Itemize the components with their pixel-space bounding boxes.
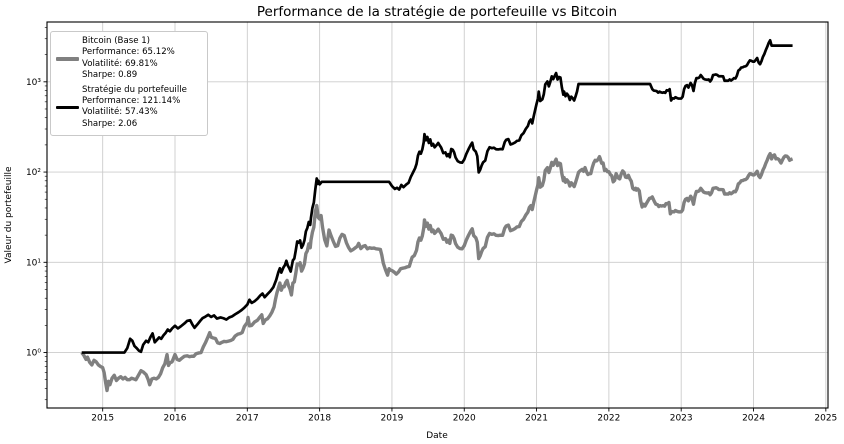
x-tick-label: 2024 [742, 414, 765, 424]
legend-bitcoin-volatility: Volatilité: 69.81% [82, 58, 158, 69]
x-tick-label: 2021 [525, 414, 548, 424]
legend-entry-bitcoin: Bitcoin (Base 1) Performance: 65.12% Vol… [56, 36, 202, 82]
legend-strategie-performance: Performance: 121.14% [82, 96, 181, 107]
legend-swatch-col [56, 57, 82, 61]
grid [47, 22, 828, 408]
legend-strategie-sharpe: Sharpe: 2.06 [82, 118, 138, 129]
legend-bitcoin-name: Bitcoin (Base 1) [82, 36, 151, 46]
legend-strategie-volatility: Volatilité: 57.43% [82, 107, 158, 118]
y-tick-label: 10² [26, 168, 41, 178]
x-tick-label: 2020 [453, 414, 476, 424]
x-tick-label: 2023 [670, 414, 693, 424]
plot-border [46, 21, 829, 409]
legend: Bitcoin (Base 1) Performance: 65.12% Vol… [50, 31, 208, 137]
legend-bitcoin-sharpe: Sharpe: 0.89 [82, 70, 138, 81]
strategie-line-swatch [56, 106, 79, 109]
x-tick-label: 2017 [236, 414, 259, 424]
bitcoin-line [80, 151, 794, 393]
tick-labels: 2015 2016 2017 2018 2019 2020 2021 2022 2023 2024… [26, 78, 837, 424]
x-tick-label: 2016 [164, 414, 187, 424]
x-tick-label: 2018 [308, 414, 331, 424]
strategie-line [81, 39, 793, 354]
legend-swatch-col [56, 106, 82, 109]
y-tick-label: 10⁰ [26, 349, 41, 359]
x-tick-label: 2025 [814, 414, 837, 424]
axis-ticks [43, 27, 827, 412]
chart-title: Performance de la stratégie de portefeui… [257, 4, 617, 20]
legend-entry-strategie: Stratégie du portefeuille Performance: 1… [56, 85, 202, 131]
x-axis-label: Date [426, 431, 448, 441]
series [80, 39, 794, 393]
legend-bitcoin-performance: Performance: 65.12% [82, 47, 175, 58]
y-tick-label: 10³ [26, 78, 41, 88]
bitcoin-line-swatch [56, 57, 79, 61]
x-tick-label: 2022 [597, 414, 620, 424]
legend-strategie-name: Stratégie du portefeuille [82, 84, 187, 95]
x-tick-label: 2015 [91, 414, 114, 424]
x-tick-label: 2019 [380, 414, 403, 424]
y-axis-label: Valeur du portefeuille [4, 166, 14, 263]
y-tick-label: 10¹ [26, 258, 41, 268]
